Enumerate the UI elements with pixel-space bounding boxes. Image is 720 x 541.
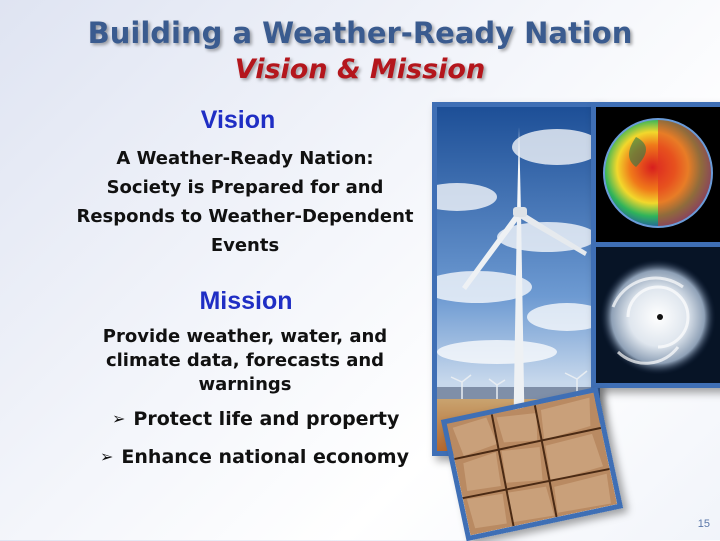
title-main: Building a Weather-Ready Nation (87, 16, 633, 50)
arrow-bullet-icon: ➢ (112, 409, 126, 428)
title-subtitle: Vision & Mission (234, 54, 486, 85)
mission-line: Provide weather, water, and (102, 326, 388, 347)
bullet-item: ➢ Protect life and property (112, 408, 399, 430)
vision-line: Events (210, 235, 280, 256)
bullet-label: Protect life and property (133, 408, 400, 430)
arrow-bullet-icon: ➢ (100, 447, 114, 466)
vision-heading: Vision (200, 106, 276, 134)
bullet-item: ➢ Enhance national economy (100, 446, 409, 468)
bullet-label: Enhance national economy (121, 446, 409, 468)
vision-line: Society is Prepared for and (106, 177, 384, 198)
mission-text: Provide weather, water, and climate data… (40, 325, 450, 397)
slide-title: Building a Weather-Ready Nation Vision &… (0, 14, 720, 88)
vision-text: A Weather-Ready Nation: Society is Prepa… (40, 144, 450, 260)
mission-heading: Mission (199, 287, 293, 315)
vision-line: Responds to Weather-Dependent (76, 206, 414, 227)
vision-line: A Weather-Ready Nation: (116, 148, 374, 169)
mission-line: climate data, forecasts and (105, 350, 385, 371)
mission-line: warnings (198, 374, 292, 395)
earth-globe-photo (591, 102, 720, 248)
page-number: 15 (697, 518, 710, 530)
hurricane-photo (591, 242, 720, 388)
dry-earth-photo (440, 386, 624, 541)
